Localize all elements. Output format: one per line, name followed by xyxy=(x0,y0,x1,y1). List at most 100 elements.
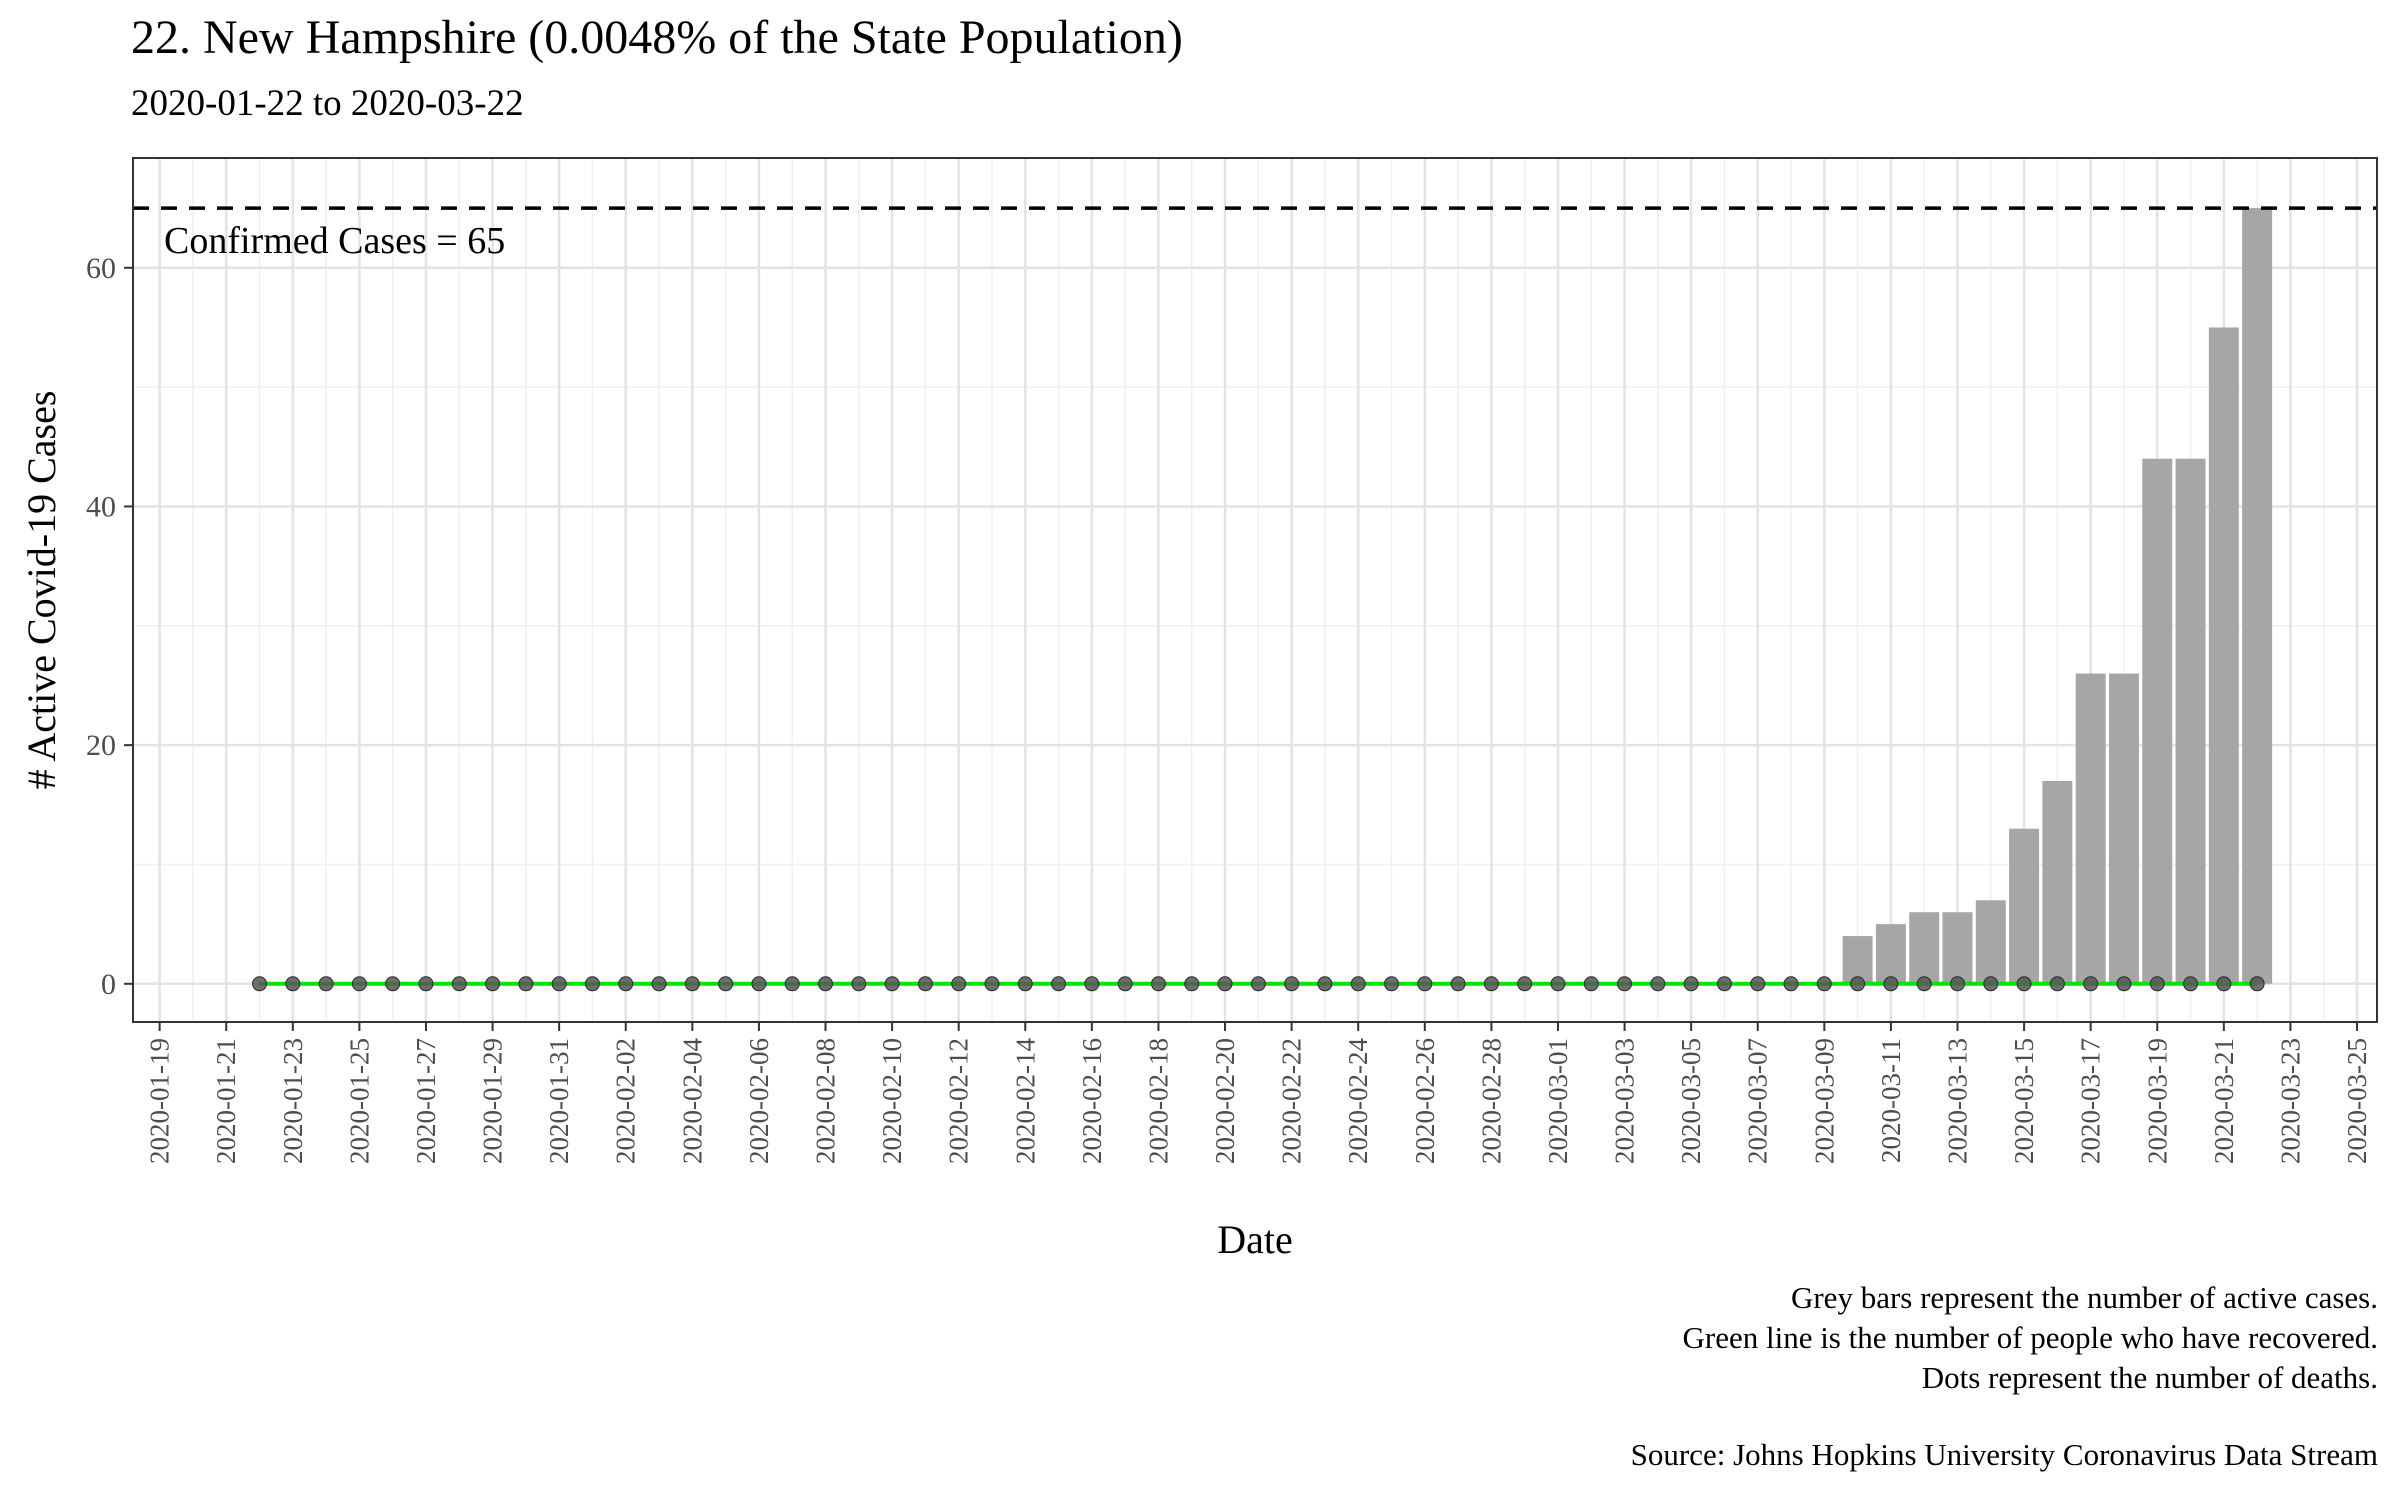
death-dot xyxy=(1017,976,1033,992)
active-cases-bar xyxy=(2142,458,2173,984)
x-tick-label: 2020-02-04 xyxy=(677,1038,707,1164)
death-dot xyxy=(951,976,967,992)
confirmed-reference: Confirmed Cases = 65 xyxy=(133,206,2377,262)
death-dot xyxy=(285,976,301,992)
death-dot xyxy=(684,976,700,992)
death-dot xyxy=(984,976,1000,992)
death-dot xyxy=(751,976,767,992)
death-dot xyxy=(2049,976,2065,992)
death-dot xyxy=(385,976,401,992)
x-tick-label: 2020-03-01 xyxy=(1543,1038,1573,1164)
death-dot xyxy=(1583,976,1599,992)
x-tick-label: 2020-02-12 xyxy=(944,1038,974,1164)
x-tick-label: 2020-03-17 xyxy=(2076,1038,2106,1164)
death-dot xyxy=(1883,976,1899,992)
minor-gridlines xyxy=(133,158,2377,1022)
death-dot xyxy=(485,976,501,992)
death-dot xyxy=(1949,976,1965,992)
death-dot xyxy=(1850,976,1866,992)
death-dot xyxy=(318,976,334,992)
x-tick-label: 2020-02-18 xyxy=(1143,1038,1173,1164)
active-cases-bar xyxy=(2242,208,2273,984)
death-dot xyxy=(2016,976,2032,992)
x-tick-label: 2020-03-03 xyxy=(1610,1038,1640,1164)
x-tick-label: 2020-01-29 xyxy=(478,1038,508,1164)
death-dot xyxy=(1916,976,1932,992)
source-note: Source: Johns Hopkins University Coronav… xyxy=(1630,1437,2378,1472)
death-dot xyxy=(1350,976,1366,992)
death-dot xyxy=(1150,976,1166,992)
death-dot xyxy=(1284,976,1300,992)
death-dot xyxy=(2183,976,2199,992)
death-dot xyxy=(451,976,467,992)
death-dot xyxy=(1816,976,1832,992)
chart-title: 22. New Hampshire (0.0048% of the State … xyxy=(131,11,1183,64)
death-dot xyxy=(1483,976,1499,992)
active-cases-bar xyxy=(1909,912,1940,984)
caption-line: Green line is the number of people who h… xyxy=(1682,1320,2378,1355)
x-tick-label: 2020-02-16 xyxy=(1077,1038,1107,1164)
x-tick-label: 2020-01-25 xyxy=(344,1038,374,1164)
y-tick-label: 40 xyxy=(86,490,116,523)
death-dot xyxy=(418,976,434,992)
death-dot xyxy=(851,976,867,992)
x-tick-label: 2020-01-19 xyxy=(145,1038,175,1164)
death-dot xyxy=(2149,976,2165,992)
death-dot xyxy=(1051,976,1067,992)
x-tick-label: 2020-03-09 xyxy=(1809,1038,1839,1164)
death-dot xyxy=(1317,976,1333,992)
active-cases-bar xyxy=(2208,327,2239,984)
death-dot xyxy=(1783,976,1799,992)
death-dot xyxy=(1417,976,1433,992)
death-dot xyxy=(784,976,800,992)
death-dot xyxy=(1084,976,1100,992)
death-dot xyxy=(584,976,600,992)
death-dot xyxy=(252,976,268,992)
death-dot xyxy=(2249,976,2265,992)
x-tick-label: 2020-03-05 xyxy=(1676,1038,1706,1164)
death-dot xyxy=(917,976,933,992)
y-tick-label: 60 xyxy=(86,252,116,285)
active-cases-bar xyxy=(2009,828,2040,984)
death-dot xyxy=(618,976,634,992)
x-tick-label: 2020-02-24 xyxy=(1343,1038,1373,1164)
active-cases-bar xyxy=(2075,673,2106,984)
death-dot xyxy=(1617,976,1633,992)
x-tick-label: 2020-02-22 xyxy=(1277,1038,1307,1164)
death-dot xyxy=(1217,976,1233,992)
major-gridlines xyxy=(133,158,2377,1022)
x-tick-label: 2020-01-21 xyxy=(211,1038,241,1164)
death-dot xyxy=(1450,976,1466,992)
x-tick-label: 2020-02-06 xyxy=(744,1038,774,1164)
x-tick-label: 2020-02-14 xyxy=(1010,1038,1040,1164)
chart-subtitle: 2020-01-22 to 2020-03-22 xyxy=(131,83,524,124)
active-cases-bar xyxy=(2042,780,2073,984)
active-cases-bar xyxy=(1942,912,1973,984)
death-dot xyxy=(1683,976,1699,992)
x-tick-label: 2020-02-10 xyxy=(877,1038,907,1164)
x-tick-label: 2020-03-21 xyxy=(2209,1038,2239,1164)
x-axis: 2020-01-19 2020-01-21 2020-01-23 2020-01-25… xyxy=(145,1022,2372,1164)
x-tick-label: 2020-02-08 xyxy=(811,1038,841,1164)
x-axis-title: Date xyxy=(1217,1217,1293,1262)
death-dot xyxy=(884,976,900,992)
active-cases-bar xyxy=(1875,924,1906,984)
caption-bars: Grey bars represent the number of active… xyxy=(1790,1280,2378,1315)
death-dot xyxy=(1384,976,1400,992)
death-dot xyxy=(1117,976,1133,992)
y-tick-label: 20 xyxy=(86,729,116,762)
x-tick-label: 2020-02-02 xyxy=(611,1038,641,1164)
x-tick-label: 2020-03-23 xyxy=(2275,1038,2305,1164)
x-tick-label: 2020-03-11 xyxy=(1876,1038,1906,1163)
death-dot xyxy=(718,976,734,992)
death-dots xyxy=(252,976,2265,992)
death-dot xyxy=(1650,976,1666,992)
x-tick-label: 2020-02-26 xyxy=(1410,1038,1440,1164)
death-dot xyxy=(518,976,534,992)
x-tick-label: 2020-02-20 xyxy=(1210,1038,1240,1164)
x-tick-label: 2020-01-23 xyxy=(278,1038,308,1164)
y-axis-title: # Active Covid-19 Cases xyxy=(19,391,64,790)
x-tick-label: 2020-03-13 xyxy=(1942,1038,1972,1164)
y-axis: 0 20 40 60 xyxy=(86,252,133,1001)
